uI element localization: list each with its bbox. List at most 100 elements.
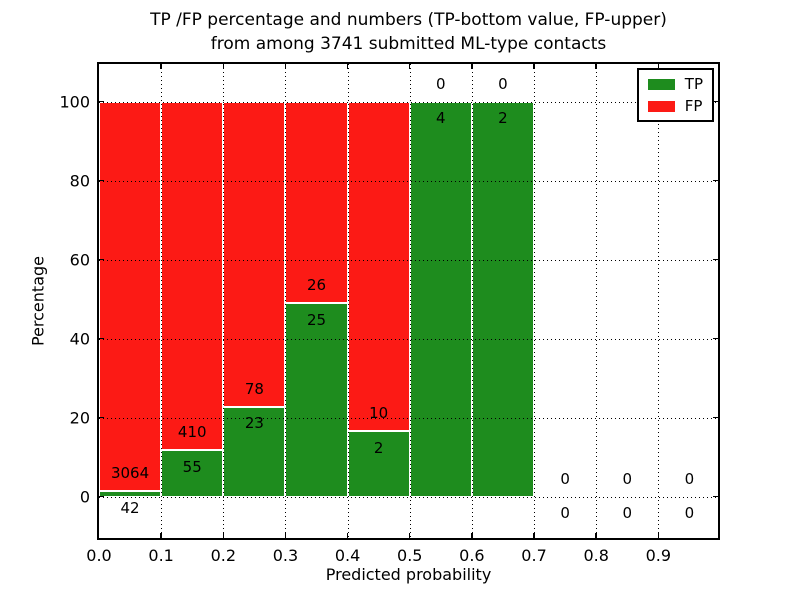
x-tick-label: 0.8 (583, 546, 609, 565)
y-tick-mark (713, 416, 718, 419)
grid-line-horizontal (99, 496, 718, 498)
y-tick-label: 40 (69, 329, 90, 349)
bar-tp-segment (409, 101, 472, 497)
grid-line-vertical (409, 64, 411, 538)
bar-tp-segment (99, 491, 162, 497)
bar-tp-segment (471, 101, 535, 497)
x-tick-mark (346, 533, 349, 538)
grid-line-horizontal (99, 417, 718, 419)
bar-fp-count-label: 0 (498, 74, 508, 93)
y-tick-mark (99, 179, 104, 182)
legend-swatch-tp (647, 78, 675, 90)
x-tick-mark (346, 64, 349, 69)
legend-item-fp: FP (647, 98, 703, 114)
bar-tp-count-label: 2 (498, 109, 508, 128)
bar-tp-count-label: 0 (560, 504, 570, 523)
y-tick-mark (713, 258, 718, 261)
bar-fp-count-label: 3064 (110, 464, 150, 483)
bar-tp-segment (285, 302, 348, 497)
grid-line-horizontal (99, 101, 718, 103)
bar-fp-segment (347, 101, 410, 431)
bar-tp-segment (223, 406, 286, 497)
bar-tp-count-label: 42 (120, 499, 140, 518)
x-tick-label: 0.5 (397, 546, 423, 565)
y-tick-label: 100 (59, 92, 90, 112)
x-tick-mark (222, 533, 225, 538)
grid-line-vertical (658, 64, 660, 538)
grid-line-vertical (471, 64, 473, 538)
grid-line-horizontal (99, 259, 718, 261)
bar-tp-segment (161, 449, 224, 497)
bar-fp-segment (161, 101, 224, 450)
x-tick-label: 0.4 (334, 546, 361, 565)
bar-fp-count-label: 0 (684, 469, 695, 488)
bar-fp-count-label: 10 (369, 403, 389, 422)
legend-label-tp: TP (684, 75, 703, 93)
x-tick-mark (284, 533, 287, 538)
y-tick-mark (99, 100, 104, 103)
x-tick-mark (533, 533, 535, 538)
legend: TP FP (636, 68, 714, 122)
x-tick-mark (471, 533, 473, 538)
y-tick-mark (713, 337, 718, 340)
chart-title-line2: from among 3741 submitted ML-type contac… (210, 34, 607, 54)
x-tick-mark (408, 64, 411, 69)
x-tick-mark (222, 64, 225, 69)
x-tick-mark (408, 533, 411, 538)
x-tick-mark (160, 64, 162, 69)
x-tick-label: 0.2 (210, 546, 237, 565)
chart-title: TP /FP percentage and numbers (TP-bottom… (97, 8, 720, 56)
bar-fp-segment (223, 101, 286, 407)
bar-tp-count-label: 0 (684, 504, 695, 523)
bar-tp-segment (347, 430, 410, 497)
x-tick-mark (657, 64, 660, 69)
x-tick-mark (595, 533, 597, 538)
grid-line-horizontal (99, 180, 718, 182)
x-tick-label: 0.6 (459, 546, 485, 565)
y-tick-mark (99, 495, 104, 498)
bar-fp-count-label: 0 (622, 469, 633, 488)
grid-line-horizontal (99, 338, 718, 340)
x-tick-label: 0.1 (148, 546, 174, 565)
x-tick-mark (471, 64, 473, 69)
y-tick-label: 20 (69, 408, 90, 428)
bar-fp-segment (285, 101, 348, 303)
x-tick-label: 0.0 (86, 546, 112, 565)
bar-fp-count-label: 410 (177, 422, 207, 441)
y-tick-mark (713, 495, 718, 498)
bar-fp-count-label: 26 (306, 275, 327, 294)
grid-line-vertical (223, 64, 225, 538)
bar-tp-count-label: 55 (182, 457, 202, 476)
plot-area: TP FP 3064 42 410 55 78 23 26 25 10 2 0 4 0 2 0 0 0 0 0 0 (97, 62, 720, 540)
bar-fp-count-label: 0 (436, 74, 446, 93)
grid-line-vertical (285, 64, 287, 538)
x-tick-mark (284, 64, 287, 69)
y-tick-mark (713, 179, 718, 182)
legend-item-tp: TP (647, 75, 703, 93)
y-tick-label: 0 (79, 487, 90, 507)
bar-tp-count-label: 2 (373, 438, 384, 457)
x-tick-label: 0.9 (645, 546, 672, 565)
x-tick-label: 0.7 (521, 546, 547, 565)
chart-title-line1: TP /FP percentage and numbers (TP-bottom… (150, 10, 667, 30)
y-tick-mark (99, 258, 104, 261)
bar-fp-segment (99, 101, 162, 492)
bar-fp-count-label: 78 (244, 379, 264, 398)
bar-tp-count-label: 0 (622, 504, 633, 523)
bar-fp-count-label: 0 (560, 469, 570, 488)
bar-tp-count-label: 23 (244, 414, 264, 433)
bar-tp-count-label: 25 (306, 310, 327, 329)
x-axis-label: Predicted probability (325, 565, 492, 584)
x-tick-mark (595, 64, 597, 69)
grid-line-vertical (347, 64, 349, 538)
x-tick-label: 0.3 (272, 546, 299, 565)
x-tick-mark (533, 64, 535, 69)
grid-line-vertical (534, 64, 536, 538)
y-axis-label: Percentage (28, 255, 48, 347)
y-tick-label: 60 (69, 250, 90, 270)
y-tick-mark (99, 337, 104, 340)
y-tick-label: 80 (69, 171, 90, 191)
x-tick-mark (160, 533, 162, 538)
y-tick-mark (99, 416, 104, 419)
